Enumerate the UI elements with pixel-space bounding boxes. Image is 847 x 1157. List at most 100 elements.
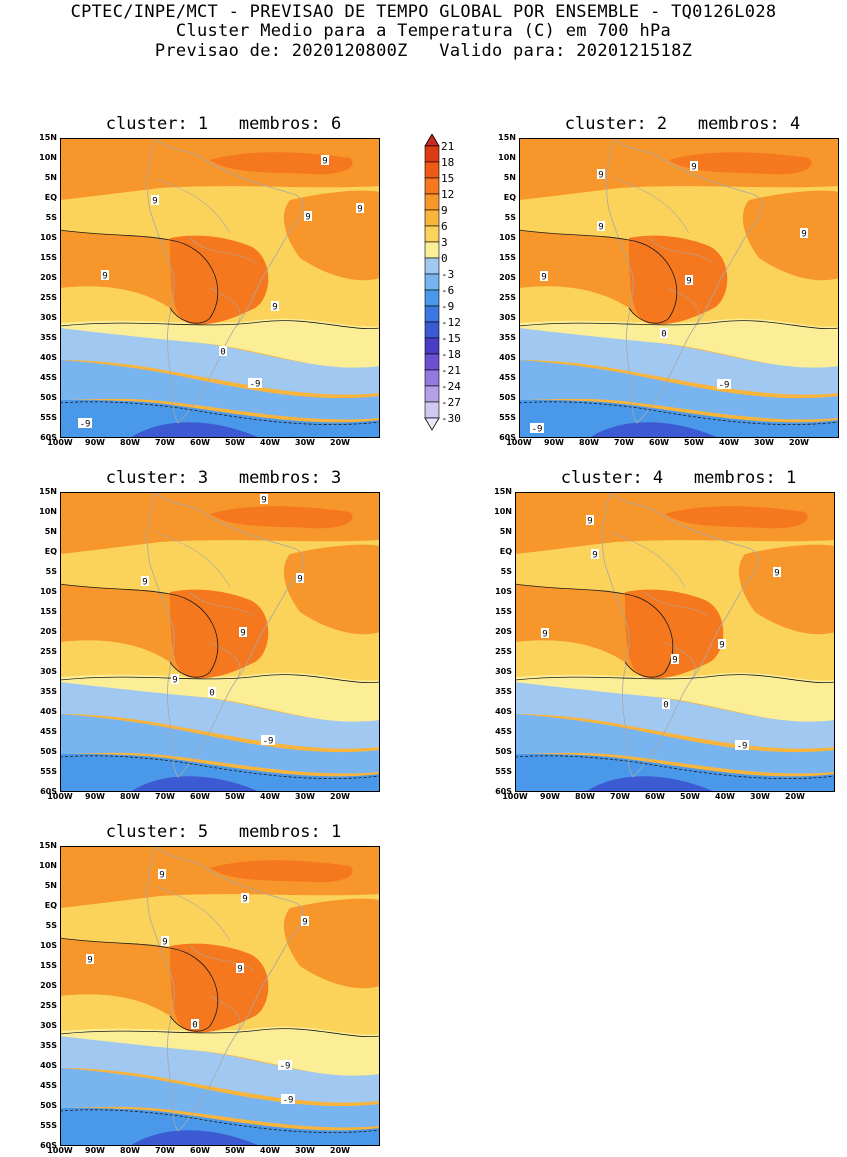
- lon-tick-label: 50W: [225, 438, 245, 447]
- lat-tick-label: 15N: [498, 133, 516, 142]
- svg-text:9: 9: [172, 676, 177, 686]
- legend-label: 0: [441, 252, 448, 265]
- legend-label: -15: [441, 332, 461, 345]
- contour-label: 9: [586, 515, 594, 527]
- contour-label: 9: [356, 203, 364, 215]
- legend-label: 21: [441, 140, 455, 153]
- lon-tick-label: 90W: [540, 792, 560, 801]
- lat-tick-label: 10N: [39, 861, 57, 870]
- svg-text:9: 9: [322, 157, 327, 167]
- lat-tick-label: 55S: [40, 413, 57, 422]
- lat-tick-label: 15N: [39, 487, 57, 496]
- lat-tick-label: 40S: [40, 1061, 57, 1070]
- svg-text:9: 9: [719, 641, 724, 651]
- lon-tick-label: 80W: [120, 1146, 140, 1155]
- legend-swatch: [424, 257, 440, 275]
- lon-tick-label: 30W: [754, 438, 774, 447]
- lon-tick-label: 90W: [85, 792, 105, 801]
- contour-label: -9: [78, 418, 92, 430]
- svg-text:9: 9: [672, 656, 677, 666]
- svg-text:9: 9: [774, 569, 779, 579]
- svg-text:9: 9: [102, 272, 107, 282]
- lat-tick-label: 25S: [40, 293, 57, 302]
- lat-tick-label: 5S: [45, 921, 57, 930]
- svg-text:9: 9: [598, 171, 603, 181]
- lat-tick-label: 55S: [40, 1121, 57, 1130]
- lat-tick-label: 60S: [40, 787, 57, 796]
- contour-label: 9: [296, 573, 304, 585]
- lat-tick-label: EQ: [44, 901, 57, 910]
- lon-tick-label: 30W: [295, 1146, 315, 1155]
- svg-text:9: 9: [261, 496, 266, 506]
- header-title-line2: Cluster Medio para a Temperatura (C) em …: [175, 21, 672, 41]
- svg-text:9: 9: [691, 163, 696, 173]
- lon-tick-label: 40W: [260, 1146, 280, 1155]
- lat-tick-label: 30S: [495, 667, 512, 676]
- lat-tick-label: 55S: [499, 413, 516, 422]
- svg-text:9: 9: [686, 277, 691, 287]
- panel-title-5: cluster: 5 membros: 1: [105, 822, 342, 842]
- lon-tick-label: 70W: [155, 1146, 175, 1155]
- lat-tick-label: 40S: [499, 353, 516, 362]
- lon-tick-label: 20W: [330, 792, 350, 801]
- legend-swatch: [424, 241, 440, 259]
- lon-tick-label: 20W: [789, 438, 809, 447]
- svg-text:0: 0: [661, 330, 666, 340]
- svg-text:0: 0: [192, 1021, 197, 1031]
- lat-tick-label: 35S: [499, 333, 516, 342]
- panel-title-3: cluster: 3 membros: 3: [105, 468, 342, 488]
- svg-text:9: 9: [240, 629, 245, 639]
- lon-tick-label: 20W: [785, 792, 805, 801]
- lat-tick-label: 25S: [495, 647, 512, 656]
- legend-swatch: [424, 193, 440, 211]
- lat-tick-label: 60S: [495, 787, 512, 796]
- lat-tick-label: 15N: [39, 133, 57, 142]
- legend-swatch: [424, 225, 440, 243]
- panel-title-1: cluster: 1 membros: 6: [105, 114, 342, 134]
- svg-text:0: 0: [209, 689, 214, 699]
- map-panel-1: 9 9 9 9 9 9 0 -9 -9 15N 10N 5N EQ 5S 10S 15S 20S 25S 30S 35…: [39, 134, 387, 447]
- svg-text:-9: -9: [280, 1062, 291, 1072]
- contour-label: 9: [321, 155, 329, 167]
- lat-tick-label: 10S: [40, 941, 57, 950]
- legend-swatch: [424, 161, 440, 179]
- svg-text:-9: -9: [263, 737, 274, 747]
- legend-label: -18: [441, 348, 461, 361]
- color-legend: 21 18 15 12 9 6 3 0 -3 -6 -9 -12 -15 -18 -21 -24 -27 -30: [424, 133, 484, 444]
- header-title-line3: Previsao de: 2020120800Z Valido para: 20…: [154, 41, 693, 61]
- contour-label: 9: [685, 275, 693, 287]
- lon-tick-label: 100W: [47, 792, 73, 801]
- lon-tick-label: 80W: [120, 792, 140, 801]
- lat-tick-label: EQ: [503, 193, 516, 202]
- lat-tick-label: 55S: [495, 767, 512, 776]
- contour-label: -9: [735, 740, 749, 752]
- lat-tick-label: 30S: [40, 667, 57, 676]
- legend-label: -3: [441, 268, 455, 281]
- lat-tick-label: 55S: [40, 767, 57, 776]
- contour-label: 0: [208, 687, 216, 699]
- svg-text:9: 9: [542, 630, 547, 640]
- lat-tick-label: 10N: [498, 153, 516, 162]
- legend-swatch: [424, 417, 440, 431]
- lat-tick-label: 45S: [495, 727, 512, 736]
- lat-tick-label: 10S: [40, 587, 57, 596]
- contour-label: 9: [718, 639, 726, 651]
- legend-swatch: [424, 385, 440, 403]
- svg-text:9: 9: [297, 575, 302, 585]
- lat-tick-label: 10S: [40, 233, 57, 242]
- lat-tick-label: 25S: [40, 647, 57, 656]
- lon-tick-label: 30W: [750, 792, 770, 801]
- lon-tick-label: 30W: [295, 792, 315, 801]
- lon-tick-label: 50W: [225, 792, 245, 801]
- lat-tick-label: 10N: [39, 507, 57, 516]
- lat-tick-label: 60S: [40, 433, 57, 442]
- contour-label: 9: [271, 301, 279, 313]
- svg-text:-9: -9: [737, 742, 748, 752]
- contour-label: -9: [530, 423, 544, 435]
- svg-text:9: 9: [87, 956, 92, 966]
- contour-label: 9: [239, 627, 247, 639]
- map-panel-3: 9 9 9 9 9 0 -9 15N 10N 5N EQ 5S 10S 15S 20S 25S 30S 35S 40…: [39, 488, 387, 801]
- contour-label: 9: [161, 936, 169, 948]
- lon-tick-label: 60W: [649, 438, 669, 447]
- contour-label: 9: [597, 169, 605, 181]
